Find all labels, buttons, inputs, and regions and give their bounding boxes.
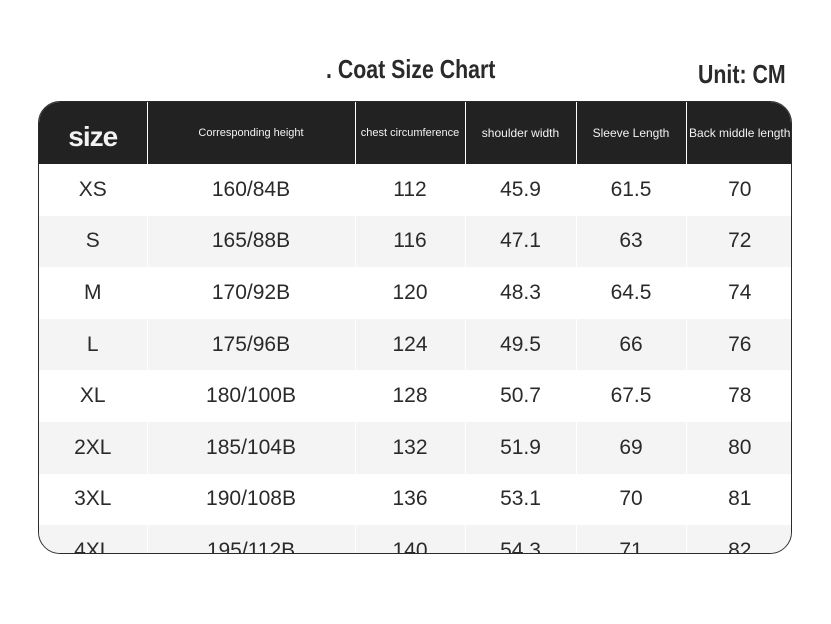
cell-size: M xyxy=(39,267,148,319)
cell-size: XL xyxy=(39,370,148,422)
cell-shoulder: 47.1 xyxy=(465,215,577,268)
cell-sleeve: 69 xyxy=(576,421,687,474)
cell-shoulder: 45.9 xyxy=(465,164,577,216)
cell-back-length: 78 xyxy=(686,370,791,422)
cell-back-length: 80 xyxy=(686,421,791,474)
size-table: size Corresponding height chest circumfe… xyxy=(39,102,791,553)
cell-back-length: 76 xyxy=(686,318,791,371)
cell-size: S xyxy=(39,215,148,268)
chart-title: . Coat Size Chart xyxy=(326,54,496,84)
cell-height: 180/100B xyxy=(147,370,356,422)
table-row: M 170/92B 120 48.3 64.5 74 xyxy=(39,267,791,319)
cell-chest: 132 xyxy=(355,421,466,474)
header-back-middle-length: Back middle length xyxy=(686,102,791,164)
cell-height: 170/92B xyxy=(147,267,356,319)
cell-shoulder: 51.9 xyxy=(465,421,577,474)
cell-sleeve: 63 xyxy=(576,215,687,268)
cell-sleeve: 71 xyxy=(576,525,687,553)
table-row: 2XL 185/104B 132 51.9 69 80 xyxy=(39,421,791,474)
cell-chest: 136 xyxy=(355,473,466,526)
cell-sleeve: 66 xyxy=(576,318,687,371)
cell-size: 4XL xyxy=(39,525,148,553)
cell-size: XS xyxy=(39,164,148,216)
cell-sleeve: 64.5 xyxy=(576,267,687,319)
cell-chest: 124 xyxy=(355,318,466,371)
cell-back-length: 74 xyxy=(686,267,791,319)
cell-chest: 128 xyxy=(355,370,466,422)
cell-back-length: 81 xyxy=(686,473,791,526)
header-size: size xyxy=(39,102,148,164)
cell-height: 160/84B xyxy=(147,164,356,216)
cell-size: 2XL xyxy=(39,421,148,474)
cell-sleeve: 61.5 xyxy=(576,164,687,216)
header-sleeve-length: Sleeve Length xyxy=(576,102,687,164)
cell-height: 165/88B xyxy=(147,215,356,268)
cell-chest: 140 xyxy=(355,525,466,553)
cell-back-length: 70 xyxy=(686,164,791,216)
cell-sleeve: 67.5 xyxy=(576,370,687,422)
cell-back-length: 82 xyxy=(686,525,791,553)
cell-size: 3XL xyxy=(39,473,148,526)
size-table-container: size Corresponding height chest circumfe… xyxy=(38,101,792,554)
cell-height: 175/96B xyxy=(147,318,356,371)
table-row: 4XL 195/112B 140 54.3 71 82 xyxy=(39,525,791,553)
table-row: XL 180/100B 128 50.7 67.5 78 xyxy=(39,370,791,422)
cell-shoulder: 49.5 xyxy=(465,318,577,371)
header-chest-circumference: chest circumference xyxy=(355,102,466,164)
cell-chest: 120 xyxy=(355,267,466,319)
table-row: S 165/88B 116 47.1 63 72 xyxy=(39,215,791,268)
table-body: XS 160/84B 112 45.9 61.5 70 S 165/88B 116 47.1 63 7… xyxy=(39,164,791,553)
cell-shoulder: 54.3 xyxy=(465,525,577,553)
cell-size: L xyxy=(39,318,148,371)
cell-chest: 116 xyxy=(355,215,466,268)
cell-back-length: 72 xyxy=(686,215,791,268)
cell-shoulder: 48.3 xyxy=(465,267,577,319)
header-row: size Corresponding height chest circumfe… xyxy=(39,102,791,164)
table-row: XS 160/84B 112 45.9 61.5 70 xyxy=(39,164,791,216)
table-row: 3XL 190/108B 136 53.1 70 81 xyxy=(39,473,791,526)
cell-sleeve: 70 xyxy=(576,473,687,526)
header-corresponding-height: Corresponding height xyxy=(147,102,356,164)
table-row: L 175/96B 124 49.5 66 76 xyxy=(39,318,791,371)
cell-height: 190/108B xyxy=(147,473,356,526)
cell-shoulder: 53.1 xyxy=(465,473,577,526)
table-header: size Corresponding height chest circumfe… xyxy=(39,102,791,164)
header-shoulder-width: shoulder width xyxy=(465,102,577,164)
cell-height: 195/112B xyxy=(147,525,356,553)
cell-height: 185/104B xyxy=(147,421,356,474)
cell-shoulder: 50.7 xyxy=(465,370,577,422)
cell-chest: 112 xyxy=(355,164,466,216)
unit-label: Unit: CM xyxy=(698,59,786,89)
